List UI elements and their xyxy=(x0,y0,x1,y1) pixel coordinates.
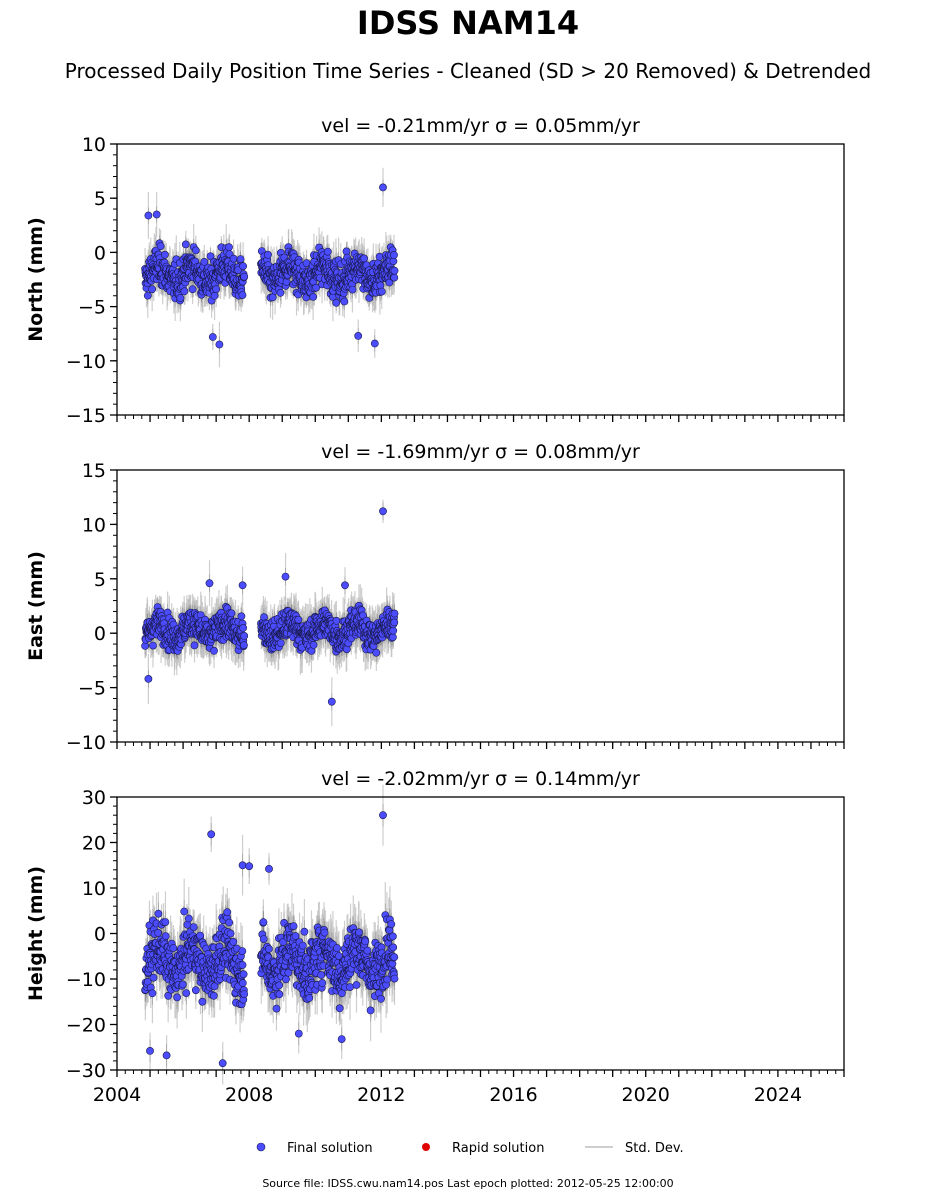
data-point xyxy=(309,292,317,301)
y-tick-label: 0 xyxy=(94,242,106,264)
data-point xyxy=(268,293,277,302)
data-point xyxy=(181,240,190,249)
data-point xyxy=(294,615,303,624)
data-point xyxy=(180,287,189,296)
panel-title: vel = -1.69mm/yr σ = 0.08mm/yr xyxy=(321,441,640,463)
data-point xyxy=(323,247,332,256)
figure-subtitle: Processed Daily Position Time Series - C… xyxy=(65,59,871,83)
data-point xyxy=(210,291,219,300)
data-point xyxy=(236,255,245,263)
data-point xyxy=(340,297,349,306)
chart-panels: vel = -0.21mm/yr σ = 0.05mm/yr North (mm)… xyxy=(25,115,845,1106)
data-point xyxy=(229,254,238,263)
data-point xyxy=(390,251,398,259)
data-point xyxy=(390,273,399,282)
data-point xyxy=(200,257,209,266)
y-tick-label: −5 xyxy=(78,297,106,319)
data-point xyxy=(240,632,249,640)
data-point xyxy=(276,639,285,647)
data-point xyxy=(348,285,357,294)
data-point xyxy=(215,340,224,349)
data-point xyxy=(264,250,272,259)
data-point xyxy=(370,339,379,348)
data-point xyxy=(191,246,200,255)
data-point xyxy=(144,211,153,220)
y-axis-label: East (mm) xyxy=(25,551,47,661)
data-point xyxy=(206,252,215,261)
data-point xyxy=(239,262,247,271)
y-tick-label: −15 xyxy=(66,405,106,427)
final-solution-points xyxy=(141,183,399,349)
y-tick-label: 10 xyxy=(82,134,106,156)
y-axis-label: North (mm) xyxy=(25,217,47,342)
data-point xyxy=(225,243,233,252)
data-point xyxy=(176,294,185,302)
data-point xyxy=(160,250,169,259)
data-point xyxy=(237,612,246,621)
figure-title: IDSS NAM14 xyxy=(357,4,579,42)
y-tick-label: −10 xyxy=(66,351,106,373)
data-point xyxy=(156,242,165,251)
panel-1: vel = -0.21mm/yr σ = 0.05mm/yr North (mm)… xyxy=(25,115,845,427)
data-point xyxy=(239,624,247,632)
panel-title: vel = -0.21mm/yr σ = 0.05mm/yr xyxy=(321,115,640,137)
y-tick-label: 5 xyxy=(94,188,106,210)
data-point xyxy=(190,641,199,650)
data-point xyxy=(379,183,387,192)
data-point xyxy=(240,272,249,281)
data-point xyxy=(390,266,399,275)
data-point xyxy=(149,641,157,650)
final-solution-points xyxy=(141,507,399,706)
data-point xyxy=(212,285,221,294)
data-point xyxy=(332,298,341,307)
data-point xyxy=(188,285,197,294)
data-point xyxy=(210,646,218,655)
data-point xyxy=(152,210,161,219)
data-point xyxy=(312,283,320,292)
data-point xyxy=(227,609,236,618)
data-point xyxy=(360,254,368,263)
data-point xyxy=(239,641,248,650)
data-point xyxy=(276,288,285,297)
data-point xyxy=(377,287,386,296)
data-point xyxy=(354,331,363,340)
data-point xyxy=(143,291,152,300)
data-point xyxy=(148,285,156,294)
data-point xyxy=(238,291,247,299)
data-point xyxy=(208,333,217,341)
